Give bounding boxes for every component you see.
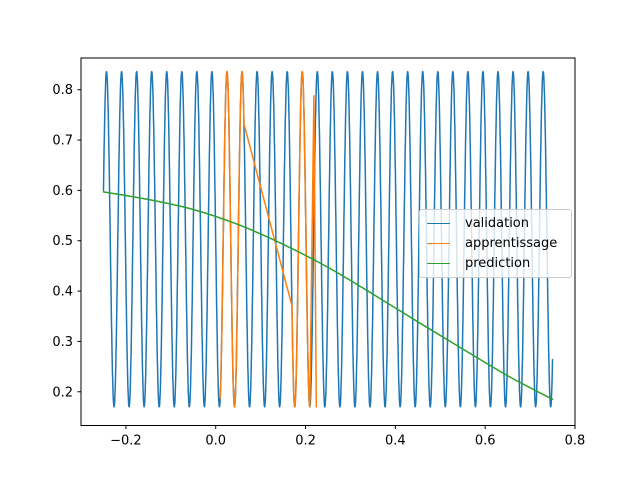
- x-tick-label: 0.4: [385, 434, 406, 449]
- legend-entry-validation: validation: [427, 214, 563, 233]
- axis-tick-marks: [77, 89, 576, 429]
- y-tick-label: 0.3: [52, 335, 73, 350]
- x-tick-label: 0.6: [475, 434, 496, 449]
- plot-lines: [102, 70, 554, 408]
- legend-label-validation: validation: [465, 216, 530, 231]
- y-tick-label: 0.4: [52, 285, 73, 300]
- axis-tick-labels: −0.2 0.0 0.2 0.4 0.6 0.8 0.2 0.3 0.4 0.5 0.6 0.7 0.8: [52, 83, 585, 448]
- legend-entry-apprentissage: apprentissage: [427, 234, 563, 253]
- legend-line-swatch-prediction: [427, 263, 450, 264]
- y-tick-label: 0.5: [52, 234, 73, 249]
- x-tick-label: 0.8: [565, 434, 586, 449]
- prediction-line: [102, 191, 554, 401]
- legend-entry-prediction: prediction: [427, 254, 563, 273]
- legend-line-swatch-apprentissage: [427, 243, 450, 244]
- y-tick-label: 0.6: [52, 184, 73, 199]
- x-tick-label: 0.0: [205, 434, 226, 449]
- validation-line: [102, 70, 554, 408]
- legend-label-prediction: prediction: [465, 256, 531, 271]
- x-tick-label: −0.2: [110, 434, 142, 449]
- axes-frame: [80, 57, 576, 426]
- apprentissage-line: [219, 70, 318, 408]
- legend-line-swatch-validation: [427, 223, 450, 224]
- y-tick-label: 0.8: [52, 83, 73, 98]
- y-tick-label: 0.2: [52, 385, 73, 400]
- x-tick-label: 0.2: [295, 434, 316, 449]
- legend: validation apprentissage prediction: [419, 209, 572, 278]
- y-tick-label: 0.7: [52, 134, 73, 149]
- legend-label-apprentissage: apprentissage: [465, 236, 558, 251]
